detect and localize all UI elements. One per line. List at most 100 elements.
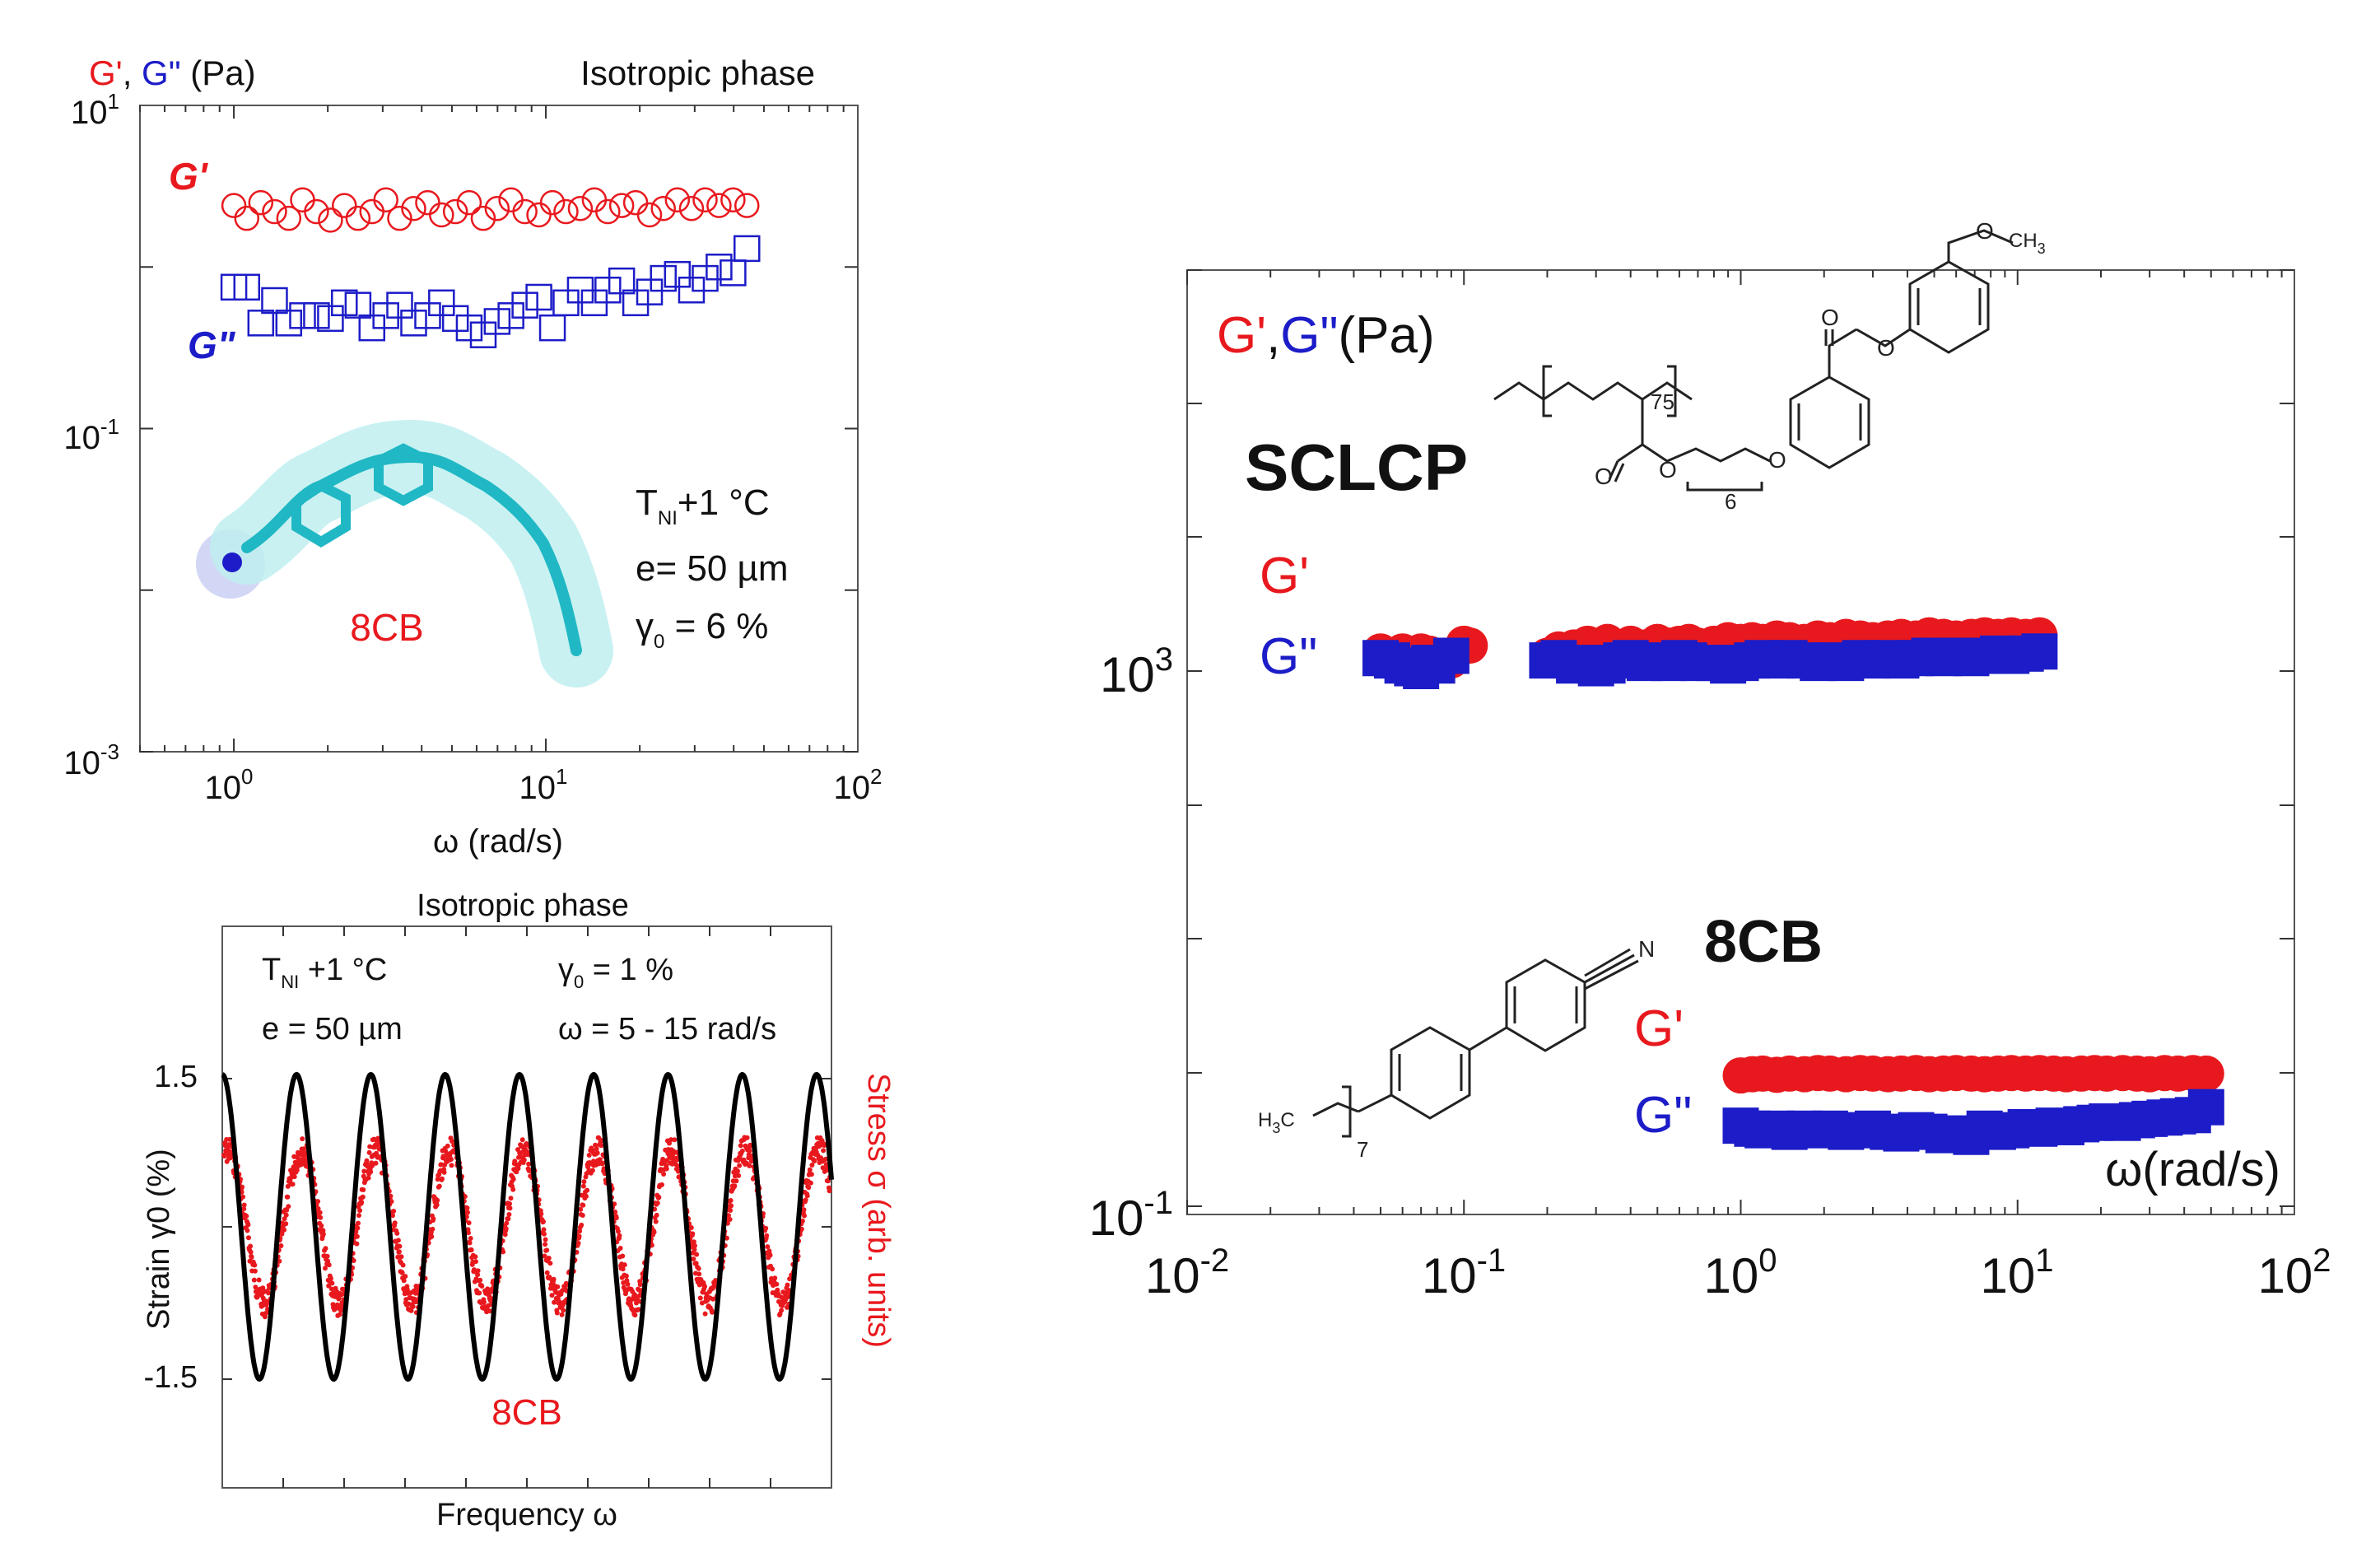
- stress-point: [804, 1193, 810, 1199]
- stress-point: [738, 1143, 743, 1149]
- stress-point: [510, 1177, 516, 1182]
- panel-b-molecule-label: 8CB: [491, 1392, 562, 1433]
- stress-point: [600, 1160, 605, 1166]
- stress-point: [449, 1139, 455, 1144]
- gprime-marker: [345, 205, 371, 231]
- stress-point: [503, 1226, 509, 1232]
- gdouble-marker: [261, 287, 288, 315]
- gdouble-marker: [455, 314, 483, 342]
- stress-point: [770, 1266, 775, 1272]
- panel-c-series: [1362, 617, 2224, 1155]
- stress-point: [465, 1210, 470, 1215]
- stress-point: [248, 1249, 254, 1255]
- stress-point: [249, 1254, 254, 1260]
- gprime-marker: [456, 189, 482, 216]
- panel-a-ticks: [139, 105, 858, 753]
- stress-point: [468, 1236, 473, 1241]
- stress-point: [354, 1241, 360, 1247]
- stress-point: [589, 1168, 595, 1173]
- stress-point: [585, 1164, 591, 1170]
- stress-point: [822, 1143, 827, 1149]
- panel-b-ytick-label: -1.5: [144, 1360, 198, 1395]
- stress-point: [430, 1226, 435, 1232]
- stress-point: [808, 1180, 813, 1186]
- stress-point: [803, 1197, 808, 1203]
- stress-point: [649, 1242, 654, 1248]
- stress-point: [697, 1295, 703, 1301]
- stress-point: [728, 1208, 734, 1213]
- stress-point: [475, 1268, 481, 1274]
- stress-point: [368, 1169, 374, 1175]
- stress-point: [594, 1150, 600, 1156]
- stress-point: [544, 1270, 550, 1275]
- sclcp-subscript-75: 75: [1651, 389, 1674, 414]
- 8cb-gdouble-label: G": [1634, 1087, 1692, 1144]
- panel-c-xtick-label: 100: [1704, 1242, 1777, 1303]
- stress-point: [508, 1196, 514, 1201]
- stress-point: [559, 1312, 565, 1317]
- stress-point: [361, 1168, 367, 1174]
- stress-point: [747, 1148, 752, 1154]
- stress-point: [226, 1136, 232, 1142]
- gprime-marker: [373, 187, 398, 213]
- stress-point: [391, 1209, 397, 1214]
- stress-point: [806, 1185, 812, 1191]
- gprime-marker: [526, 202, 552, 228]
- panel-a-gdouble-label: G": [188, 324, 236, 366]
- stress-point: [765, 1244, 771, 1250]
- gdouble-marker: [275, 310, 303, 337]
- stress-point: [318, 1214, 324, 1220]
- panel-c-xtick-label: 10-2: [1145, 1242, 1229, 1303]
- gprime-marker: [318, 207, 343, 233]
- stress-point: [702, 1284, 708, 1289]
- stress-point: [277, 1258, 282, 1264]
- stress-point: [449, 1163, 454, 1168]
- gprime-marker: [415, 189, 440, 216]
- data-point-square: [1432, 637, 1469, 674]
- stress-point: [328, 1275, 333, 1281]
- stress-point: [397, 1243, 403, 1249]
- stress-point: [580, 1213, 585, 1218]
- stress-point: [785, 1294, 790, 1299]
- stress-point: [578, 1206, 584, 1212]
- stress-point: [585, 1187, 590, 1193]
- stress-point: [473, 1259, 478, 1265]
- stress-point: [398, 1254, 404, 1260]
- stress-point: [507, 1201, 512, 1206]
- stress-point: [547, 1261, 553, 1266]
- stress-point: [466, 1220, 472, 1226]
- stress-point: [319, 1223, 324, 1228]
- stress-point: [324, 1253, 330, 1259]
- stress-point: [399, 1270, 405, 1275]
- panel-b-conditions-background: [237, 939, 826, 1070]
- stress-point: [799, 1218, 805, 1224]
- stress-point: [688, 1225, 694, 1230]
- gprime-marker: [304, 198, 329, 225]
- panel-a-gprime-label: G': [169, 155, 209, 198]
- 8cb-gprime-label: G': [1634, 1000, 1684, 1057]
- sclcp-gprime-label: G': [1260, 548, 1309, 604]
- stress-point: [726, 1213, 731, 1219]
- stress-point: [624, 1278, 630, 1284]
- stress-point: [623, 1273, 629, 1279]
- gprime-marker: [248, 189, 274, 216]
- stress-point: [747, 1163, 752, 1168]
- panel-b-right-ylabel: Stress σ (arb. units): [861, 1073, 896, 1348]
- stress-point: [320, 1231, 326, 1237]
- gprime-marker: [401, 196, 426, 221]
- stress-point: [320, 1228, 326, 1233]
- stress-point: [392, 1220, 398, 1226]
- stress-point: [692, 1247, 697, 1252]
- stress-point: [434, 1202, 440, 1208]
- stress-point: [354, 1233, 360, 1239]
- gdouble-marker: [400, 310, 427, 337]
- stress-point: [577, 1228, 583, 1234]
- gdouble-marker: [331, 289, 358, 317]
- stress-point: [253, 1284, 258, 1290]
- stress-point: [625, 1281, 631, 1287]
- stress-point: [696, 1266, 701, 1271]
- gprime-marker: [650, 196, 676, 221]
- stress-point: [598, 1137, 603, 1143]
- gdouble-marker: [483, 308, 511, 335]
- stress-point: [251, 1277, 257, 1283]
